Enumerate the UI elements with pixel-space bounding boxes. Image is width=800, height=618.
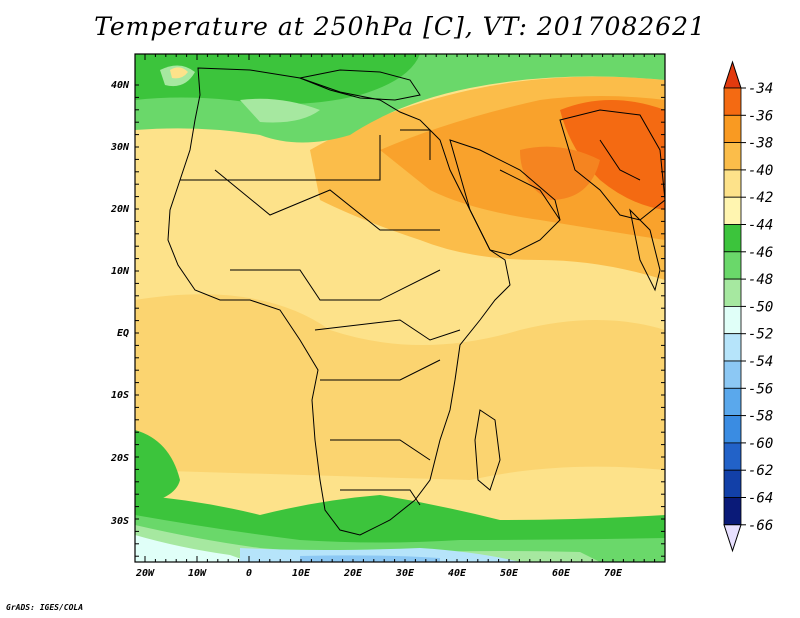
map-title: Temperature at 250hPa [C], VT: 201708262…	[94, 12, 706, 41]
lon-label: 30E	[395, 568, 415, 579]
colorbar-label: -62	[748, 463, 773, 479]
colorbar-swatch	[723, 196, 742, 225]
lat-label: 20S	[110, 453, 129, 464]
colorbar-swatch	[723, 415, 742, 444]
colorbar-label: -36	[748, 108, 773, 124]
lon-label: 20E	[343, 568, 363, 579]
lat-label: EQ	[117, 328, 129, 339]
colorbar-label: -46	[748, 245, 773, 261]
colorbar-swatch	[723, 360, 742, 389]
colorbar-label: -40	[748, 163, 773, 179]
colorbar-swatch	[723, 387, 742, 416]
lat-label: 30S	[110, 516, 129, 527]
lat-label: 10S	[111, 390, 129, 401]
colorbar-swatch	[723, 278, 742, 307]
lat-label: 10N	[111, 266, 130, 277]
colorbar-swatch	[723, 497, 742, 526]
lon-label: 0	[246, 568, 252, 579]
colorbar-label: -44	[748, 218, 773, 234]
colorbar-label: -60	[748, 436, 773, 452]
lon-label: 40E	[448, 568, 467, 579]
lat-label: 40N	[111, 80, 130, 91]
colorbar-label: -54	[748, 354, 773, 370]
colorbar-swatch	[723, 442, 742, 471]
colorbar-swatch	[723, 305, 742, 335]
colorbar-bottom-arrow	[723, 524, 742, 553]
temperature-map	[135, 54, 666, 562]
colorbar-swatch	[723, 169, 742, 198]
colorbar-label: -52	[748, 327, 773, 343]
lon-label: 10E	[292, 568, 311, 579]
colorbar-swatch	[723, 114, 742, 144]
colorbar-label: -64	[748, 491, 773, 507]
lon-label: 60E	[552, 568, 571, 579]
colorbar-swatch	[723, 469, 742, 498]
colorbar: -34 -36 -38 -40 -42 -44 -46 -48 -50 -52 -54 -56 -58 -…	[723, 60, 773, 553]
lon-label: 70E	[604, 568, 623, 579]
lat-label: 20N	[110, 204, 130, 215]
colorbar-label: -56	[748, 381, 773, 397]
colorbar-label: -58	[748, 409, 773, 425]
colorbar-label: -50	[748, 299, 773, 315]
colorbar-label: -34	[748, 81, 773, 97]
map-ticks	[135, 54, 666, 562]
lon-label: 50E	[500, 568, 519, 579]
colorbar-label: -42	[748, 190, 773, 206]
colorbar-swatch	[723, 87, 742, 116]
colorbar-swatch	[723, 251, 742, 280]
colorbar-top-arrow	[723, 60, 742, 89]
colorbar-swatch	[723, 142, 742, 171]
grads-credit: GrADS: IGES/COLA	[6, 603, 84, 612]
colorbar-label: -66	[748, 518, 773, 534]
longitude-labels: 20W 10W 0 10E 20E 30E 40E 50E 60E 70E	[135, 568, 623, 579]
lat-label: 30N	[110, 142, 130, 153]
lon-label: 20W	[135, 568, 155, 579]
lon-label: 10W	[188, 568, 207, 579]
colorbar-swatch	[723, 333, 742, 362]
colorbar-label: -38	[748, 136, 773, 152]
colorbar-label: -48	[748, 272, 773, 288]
latitude-labels: 40N 30N 20N 10N EQ 10S 20S 30S	[110, 80, 130, 527]
colorbar-swatch	[723, 224, 742, 253]
